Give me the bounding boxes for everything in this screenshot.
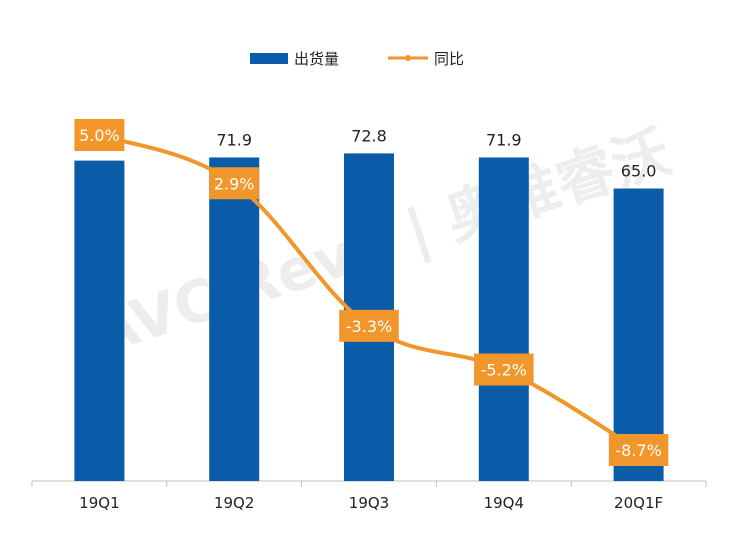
bar-value-label-20Q1F: 65.0 xyxy=(621,162,657,181)
x-tick-label-19Q1: 19Q1 xyxy=(79,494,119,512)
yoy-label-19Q3: -3.3% xyxy=(346,317,392,336)
bar-value-label-19Q4: 71.9 xyxy=(486,130,522,149)
bar-19Q1 xyxy=(74,160,125,481)
yoy-label-box-20Q1F xyxy=(608,434,669,466)
bar-value-label-19Q2: 71.9 xyxy=(216,130,252,149)
plot-area: 71.219Q171.919Q272.819Q371.919Q465.020Q1… xyxy=(31,119,707,512)
x-tick-label-19Q3: 19Q3 xyxy=(349,494,389,512)
yoy-label-box-19Q1 xyxy=(74,119,125,151)
yoy-label-20Q1F: -8.7% xyxy=(615,441,661,460)
x-tick-label-19Q2: 19Q2 xyxy=(214,494,254,512)
x-tick-label-19Q4: 19Q4 xyxy=(484,494,524,512)
bar-19Q2 xyxy=(209,157,260,481)
legend-bar-swatch xyxy=(250,53,288,64)
legend-bar-label: 出货量 xyxy=(294,50,339,68)
yoy-label-19Q1: 5.0% xyxy=(79,126,120,145)
bar-19Q4 xyxy=(478,157,529,481)
yoy-label-box-19Q4 xyxy=(474,353,534,386)
yoy-label-19Q4: -5.2% xyxy=(481,361,527,380)
yoy-label-box-19Q2 xyxy=(209,167,260,200)
bar-20Q1F xyxy=(613,188,664,481)
bar-value-label-19Q3: 72.8 xyxy=(351,126,387,145)
yoy-label-box-19Q3 xyxy=(339,309,399,342)
x-tick-label-20Q1F: 20Q1F xyxy=(614,494,663,512)
legend-line-marker xyxy=(405,55,411,61)
legend: 出货量 同比 xyxy=(250,50,464,68)
legend-line-label: 同比 xyxy=(434,50,464,68)
yoy-label-19Q2: 2.9% xyxy=(214,174,255,193)
